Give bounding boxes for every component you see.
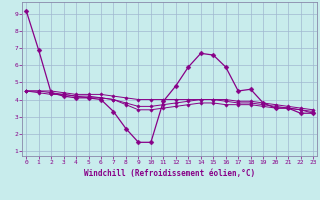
X-axis label: Windchill (Refroidissement éolien,°C): Windchill (Refroidissement éolien,°C) — [84, 169, 255, 178]
